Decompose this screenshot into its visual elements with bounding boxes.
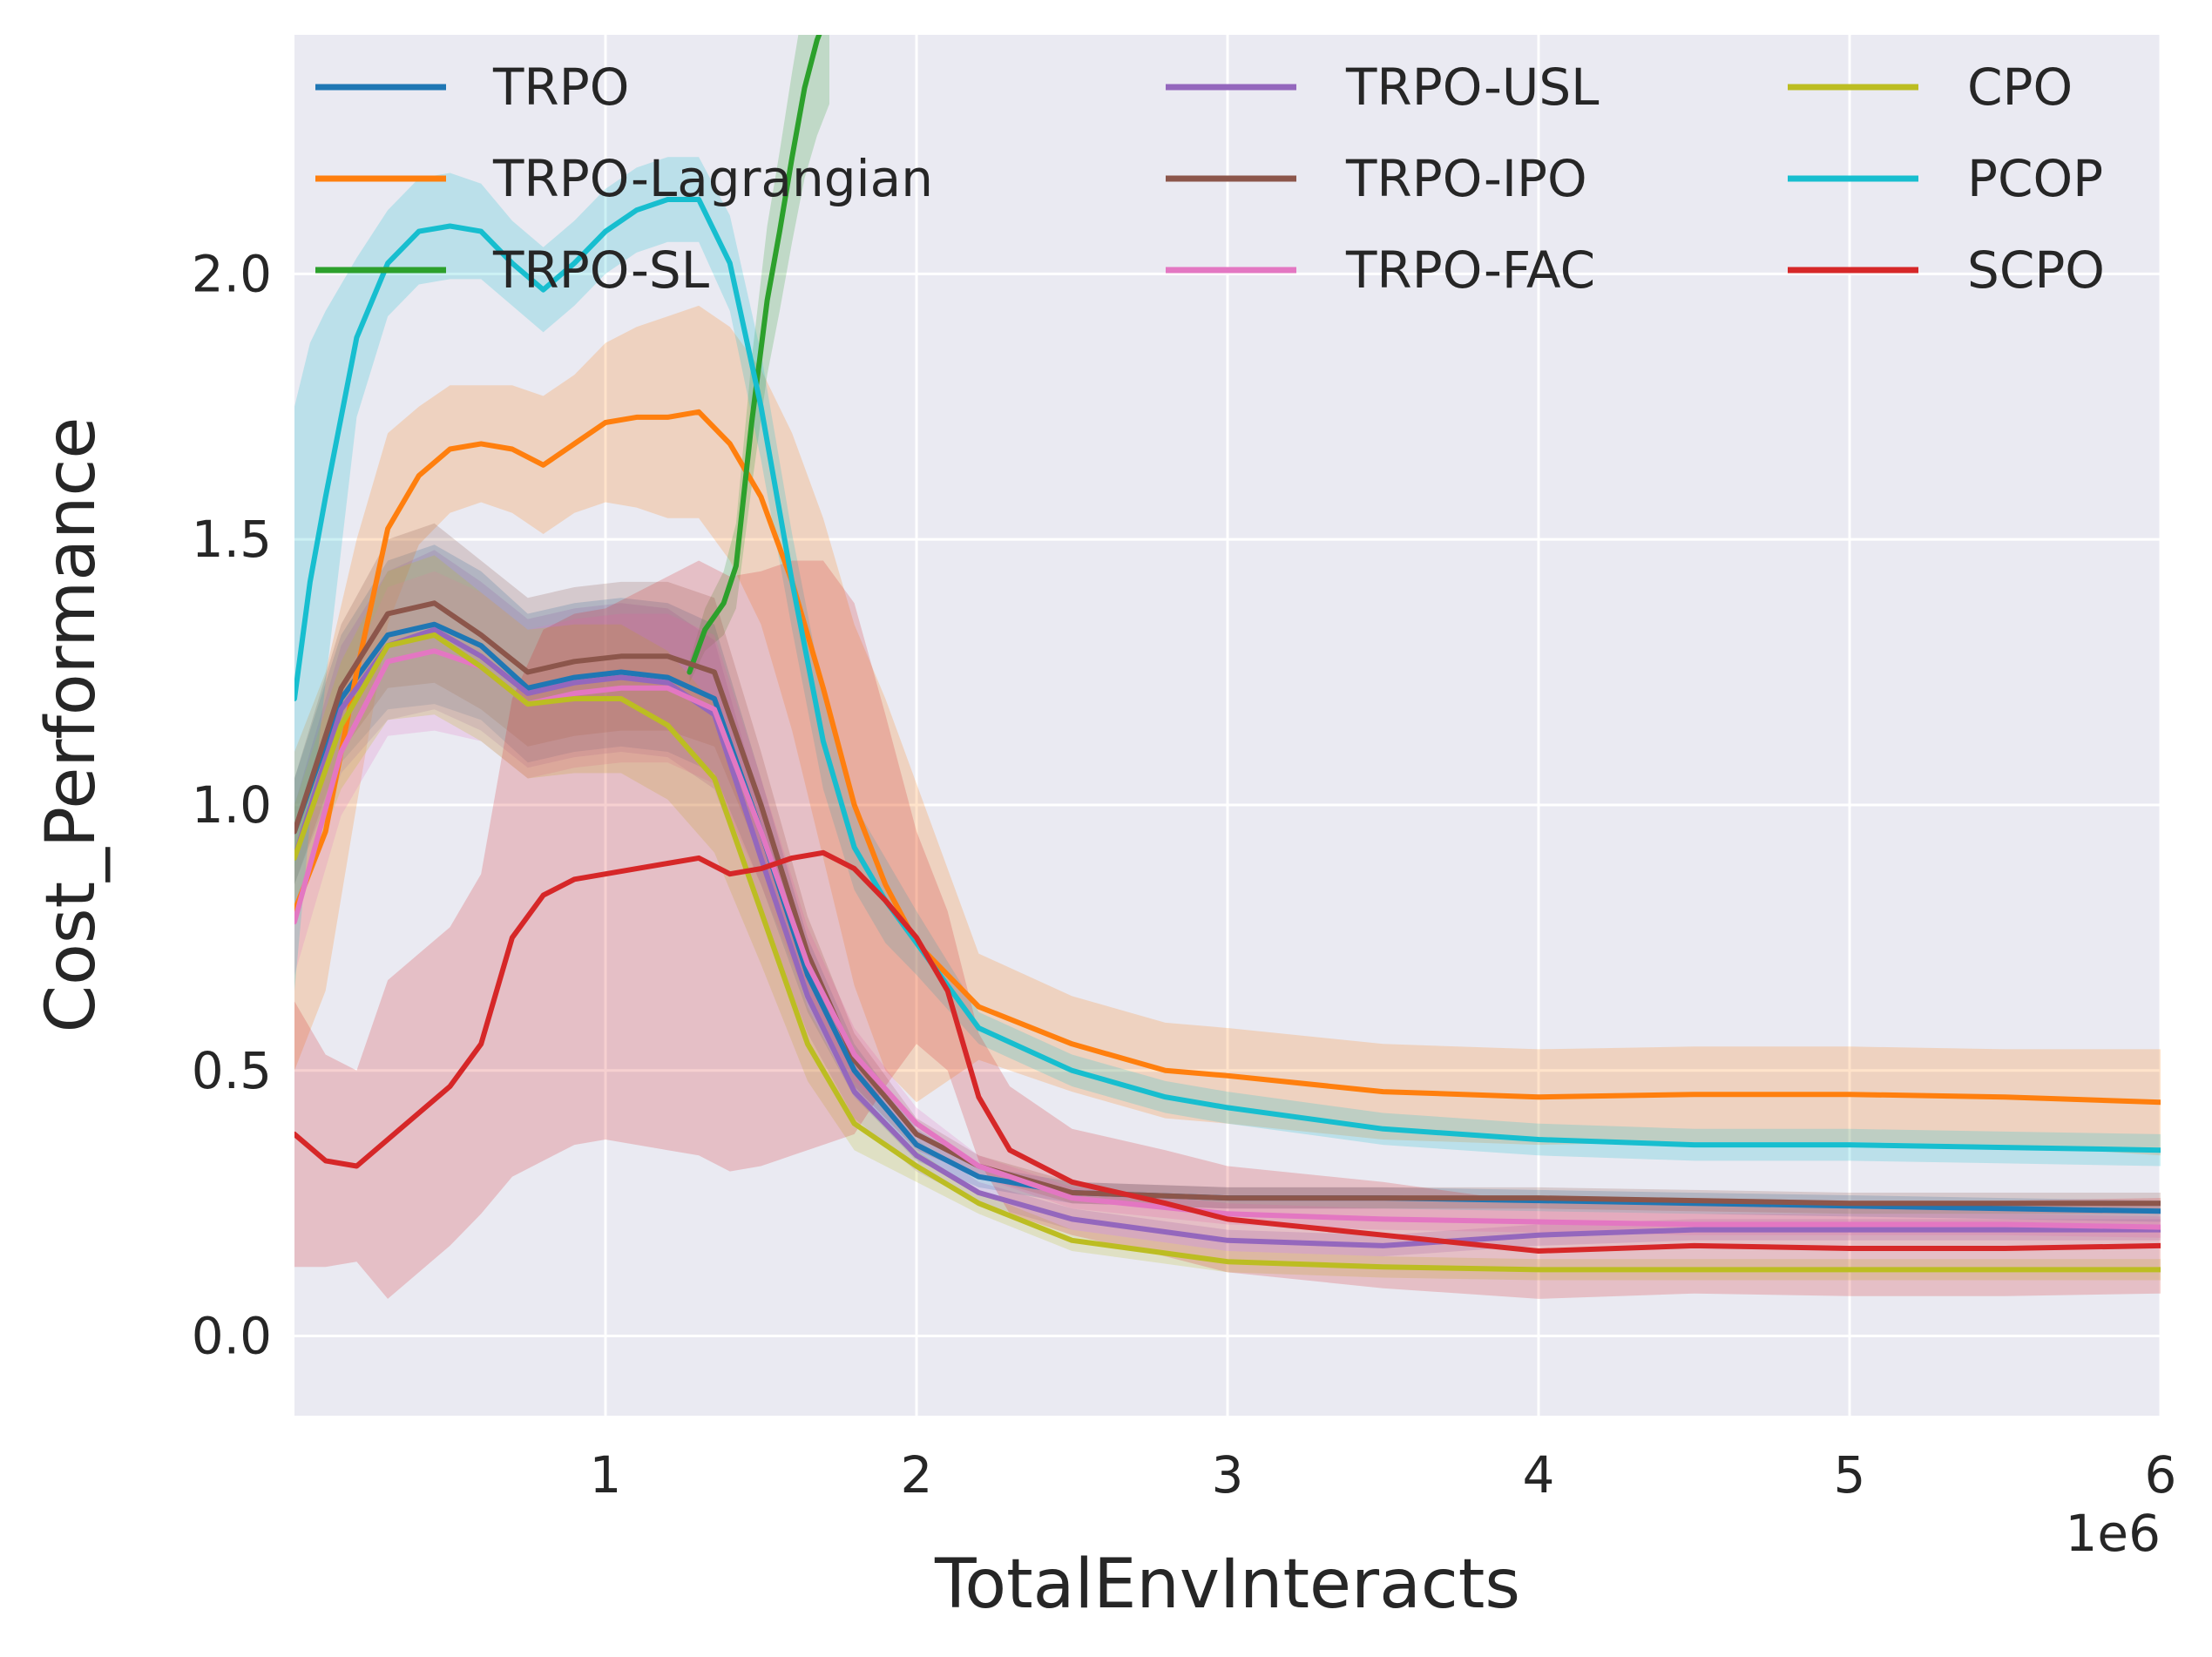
line-trpo-lagrangian	[294, 409, 2161, 1106]
legend-label-pcop: PCOP	[1967, 149, 2103, 208]
line-trpo-sl	[687, 35, 822, 675]
y-tick-label-3: 1.0	[192, 775, 272, 835]
line-trpo-usl	[294, 626, 2161, 1248]
legend-label-trpo: TRPO	[492, 57, 629, 117]
y-tick-label-2: 0.5	[192, 1041, 272, 1100]
line-trpo-fac	[294, 648, 2161, 1230]
y-tick-label-1: 0.0	[192, 1307, 272, 1366]
legend-label-scpo: SCPO	[1967, 240, 2105, 300]
band-trpo-lagrangian	[294, 305, 2161, 1156]
x-tick-label-5: 5	[1834, 1445, 1866, 1505]
series-lines	[294, 35, 2161, 1273]
legend-label-trpo-sl: TRPO-SL	[492, 240, 709, 300]
legend-label-trpo-fac: TRPO-FAC	[1345, 240, 1595, 300]
x-tick-label-2: 2	[901, 1445, 933, 1505]
band-cpo	[294, 555, 2161, 1281]
band-trpo	[294, 544, 2161, 1222]
x-tick-label-6: 6	[2145, 1445, 2177, 1505]
y-tick-label-5: 2.0	[192, 244, 272, 303]
x-tick-label-1: 1	[590, 1445, 622, 1505]
band-trpo-usl	[294, 550, 2161, 1257]
legend-label-trpo-ipo: TRPO-IPO	[1345, 149, 1587, 208]
x-tick-label-4: 4	[1523, 1445, 1555, 1505]
line-trpo-ipo	[294, 600, 2161, 1207]
band-scpo	[294, 560, 2161, 1299]
legend: TRPO TRPO-Lagrangian TRPO-SL TRPO-USL TRPO-I…	[315, 57, 2105, 300]
y-axis-title: Cost_Performance	[32, 417, 111, 1033]
grid	[294, 35, 2162, 1416]
band-trpo-ipo	[294, 523, 2161, 1214]
legend-label-trpo-lagrangian: TRPO-Lagrangian	[492, 149, 933, 208]
line-scpo	[294, 849, 2161, 1254]
y-tick-label-4: 1.5	[192, 510, 272, 569]
legend-label-cpo: CPO	[1967, 57, 2073, 117]
x-tick-label-3: 3	[1212, 1445, 1244, 1505]
legend-label-trpo-usl: TRPO-USL	[1345, 57, 1599, 117]
line-pcop	[294, 197, 2161, 1153]
x-scale-label: 1e6	[2066, 1504, 2161, 1563]
line-trpo	[294, 621, 2161, 1214]
line-cpo	[294, 632, 2161, 1273]
x-tick-labels: 1 2 3 4 5 6	[590, 1445, 2177, 1505]
x-axis-title: TotalEnvInteracts	[934, 1545, 1520, 1624]
y-tick-labels: 0.0 0.5 1.0 1.5 2.0	[192, 244, 272, 1365]
